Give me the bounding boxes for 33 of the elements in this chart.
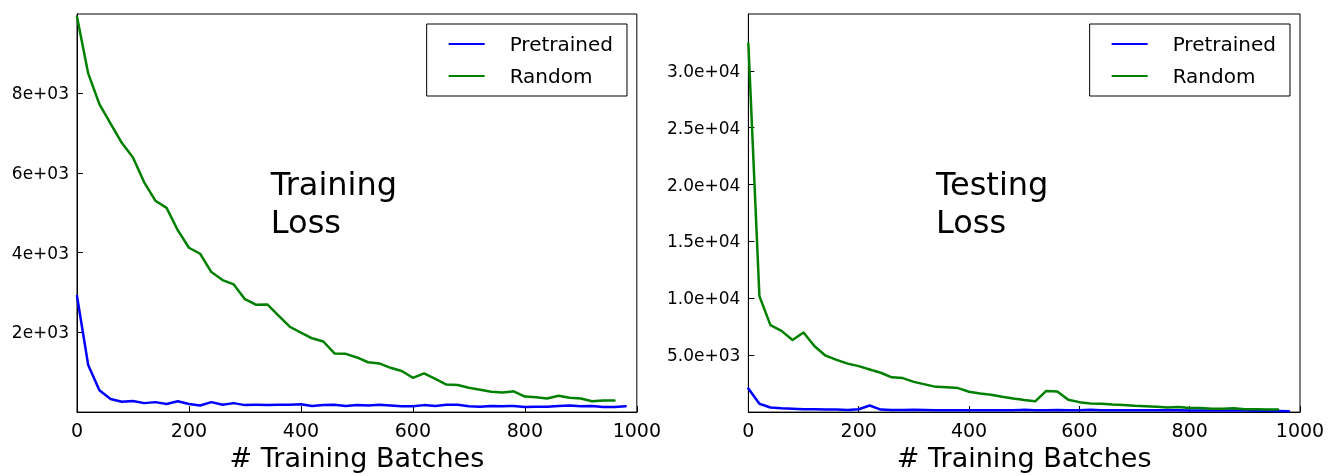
y-tick-label: 2.5e+04 (667, 117, 741, 138)
legend-label: Random (509, 64, 593, 88)
x-tick-label: 600 (394, 418, 432, 441)
line-series (75, 294, 627, 409)
line-series (75, 15, 616, 403)
x-tick-label: 1000 (1275, 418, 1325, 441)
annotation: Training Loss (269, 165, 408, 241)
x-tick-label: 0 (70, 418, 84, 441)
y-tick-label: 3.0e+04 (667, 60, 741, 81)
y-tick-label: 4e+03 (11, 242, 69, 263)
x-tick-label: 1000 (612, 418, 661, 441)
x-axis-title: # Training Batches (896, 442, 1152, 473)
line-series (747, 387, 1291, 413)
x-tick-label: 200 (170, 418, 208, 441)
y-tick-label: 1.0e+04 (667, 288, 741, 309)
legend-label: Random (1172, 64, 1256, 88)
x-tick-label: 800 (1171, 418, 1208, 441)
y-tick-label: 8e+03 (11, 82, 69, 103)
x-tick-label: 200 (840, 418, 877, 441)
x-tick-label: 600 (1061, 418, 1098, 441)
x-tick-label: 400 (950, 418, 988, 441)
y-tick-label: 2.0e+04 (667, 174, 741, 195)
legend-label: Pretrained (509, 32, 614, 56)
legend-label: Pretrained (1172, 32, 1277, 56)
y-tick-label: 1.5e+04 (667, 231, 741, 252)
y-tick-label: 2e+03 (11, 322, 69, 343)
x-tick-label: 0 (742, 418, 755, 441)
y-tick-label: 5.0e+03 (667, 345, 741, 366)
y-tick-label: 6e+03 (11, 162, 69, 183)
annotation: Testing Loss (934, 165, 1059, 241)
x-axis-title: # Training Batches (229, 442, 485, 473)
x-tick-label: 800 (506, 418, 543, 441)
x-tick-label: 400 (282, 418, 320, 441)
